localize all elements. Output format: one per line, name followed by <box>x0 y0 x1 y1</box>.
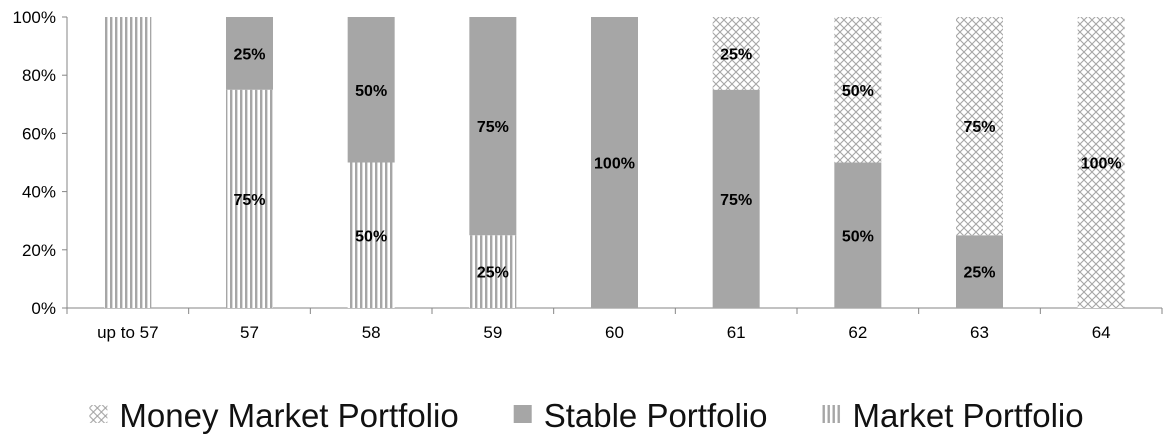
legend-swatch <box>822 405 841 423</box>
x-tick-label: 60 <box>605 323 624 342</box>
legend-label: Money Market Portfolio <box>119 397 458 434</box>
data-label: 50% <box>842 83 874 100</box>
x-tick-label: 62 <box>848 323 867 342</box>
y-tick-label: 100% <box>13 8 56 27</box>
data-label: 75% <box>477 119 509 136</box>
legend-item: Money Market Portfolio <box>89 397 459 434</box>
bar-segment-market-portfolio <box>469 235 517 308</box>
legend-item: Market Portfolio <box>822 397 1084 434</box>
data-label: 25% <box>477 265 509 282</box>
y-axis: 0% 20% 40% 60% 80% 100% <box>13 8 68 318</box>
y-tick-label: 60% <box>22 124 56 143</box>
legend: Money Market Portfolio Stable Portfolio Ma… <box>89 397 1084 434</box>
data-label: 25% <box>720 46 752 63</box>
x-tick-label: up to 57 <box>97 323 158 342</box>
bar-segment-stable-portfolio <box>712 89 760 308</box>
bar-segment-stable-portfolio <box>956 235 1003 308</box>
data-labels: 75% 25% 50% 50% 25% 75% 100% 75% 25% 50% 50% 25% 75%… <box>233 46 1121 281</box>
bars <box>104 17 1125 308</box>
x-tick-label: 57 <box>240 323 259 342</box>
bar-segment-money-market-portfolio <box>712 17 760 90</box>
bar-segment-money-market-portfolio <box>956 17 1003 236</box>
x-tick-label: 61 <box>727 323 746 342</box>
data-label: 25% <box>233 46 265 63</box>
y-tick-label: 0% <box>31 299 56 318</box>
data-label: 75% <box>720 192 752 209</box>
bar-segment-market-portfolio <box>104 17 152 308</box>
data-label: 75% <box>233 192 265 209</box>
x-tick-label: 59 <box>483 323 502 342</box>
y-tick-label: 40% <box>22 183 56 202</box>
data-label: 75% <box>963 119 995 136</box>
legend-label: Market Portfolio <box>853 397 1084 434</box>
data-label: 100% <box>1081 156 1122 173</box>
bar-segment-money-market-portfolio <box>834 17 882 163</box>
data-label: 50% <box>842 228 874 245</box>
bar-segment-stable-portfolio <box>226 17 273 90</box>
legend-label: Stable Portfolio <box>544 397 768 434</box>
bar-segment-stable-portfolio <box>469 17 517 236</box>
x-tick-label: 63 <box>970 323 989 342</box>
bar-segment-money-market-portfolio <box>1077 17 1125 308</box>
bar-segment-stable-portfolio <box>347 17 395 163</box>
legend-swatch <box>513 405 532 423</box>
bar-segment-stable-portfolio <box>834 162 882 308</box>
x-tick-label: 64 <box>1092 323 1111 342</box>
y-tick-label: 80% <box>22 66 56 85</box>
x-axis: up to 57 57 58 59 60 61 62 63 64 <box>66 307 1163 342</box>
legend-swatch <box>89 405 108 423</box>
data-label: 50% <box>355 228 387 245</box>
bar-segment-market-portfolio <box>347 162 395 308</box>
data-label: 25% <box>963 265 995 282</box>
y-tick-label: 20% <box>22 241 56 260</box>
x-tick-label: 58 <box>362 323 381 342</box>
bar-segment-stable-portfolio <box>591 17 638 308</box>
data-label: 100% <box>594 156 635 173</box>
bar-segment-market-portfolio <box>226 89 273 308</box>
data-label: 50% <box>355 83 387 100</box>
legend-item: Stable Portfolio <box>513 397 768 434</box>
